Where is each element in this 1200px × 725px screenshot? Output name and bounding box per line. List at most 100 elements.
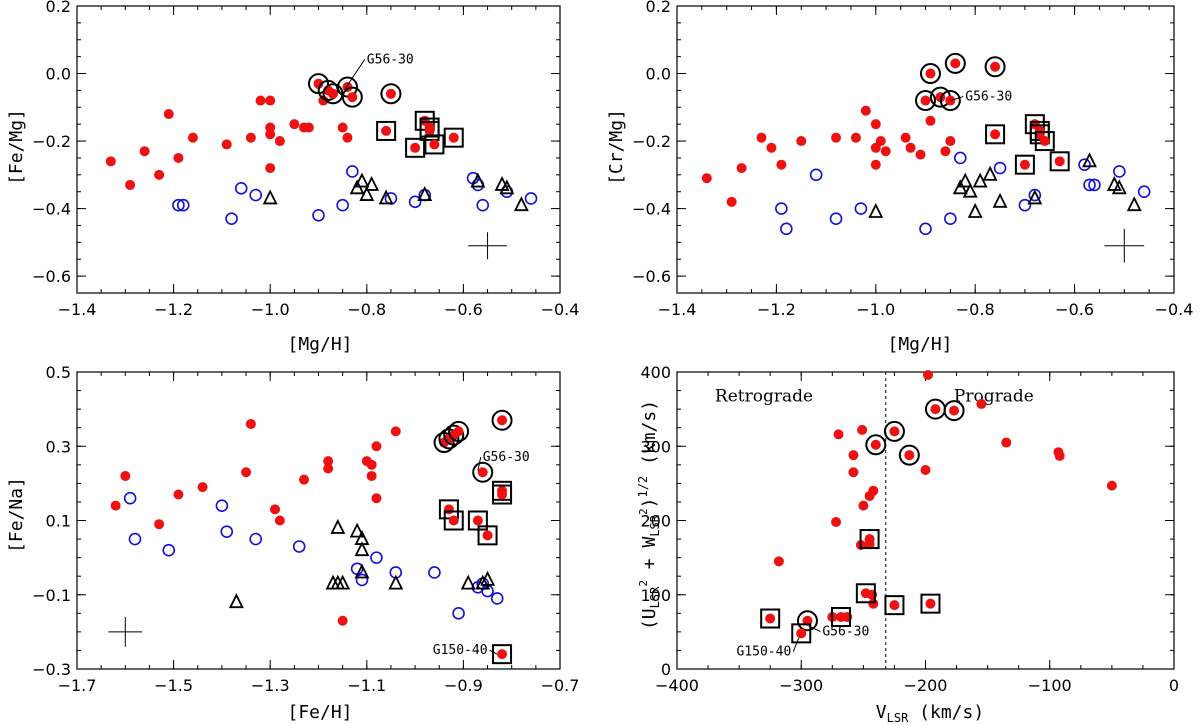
p3-red-point: [270, 504, 281, 515]
p3-ytick-label: 0.1: [46, 512, 71, 531]
p4-squared-point: [864, 534, 875, 545]
p3-squared-marker: [492, 484, 513, 505]
p1-squared-marker: [376, 120, 397, 141]
p1-ytick-label: −0.4: [32, 200, 71, 219]
p4-red-point: [976, 398, 987, 409]
p4-circled-marker: [883, 420, 905, 442]
p4-red-point: [868, 598, 879, 609]
p2-squared-point: [1019, 159, 1030, 170]
p2-red-point: [900, 132, 911, 143]
p2-ytick-label: 0.0: [646, 65, 671, 84]
p2-ytick-label: −0.6: [632, 267, 671, 286]
p2-red-point: [850, 132, 861, 143]
p2-blue-point: [944, 212, 957, 226]
p4-red-point: [1106, 480, 1117, 491]
p3-triangle-point: [335, 574, 351, 590]
p1-xtick-label: −1.0: [251, 300, 290, 319]
p3-red-point: [371, 493, 382, 504]
p1-circled-point: [342, 82, 353, 93]
p1-squared-marker: [405, 137, 426, 158]
p2-annotation-leader: [950, 96, 964, 102]
p1-red-point: [342, 132, 353, 143]
p1-squared-point: [448, 132, 459, 143]
p3-squared-marker: [443, 510, 464, 531]
p1-red-point: [221, 139, 232, 150]
p3-ylabel: [Fe/Na]: [6, 477, 27, 553]
p3-red-point: [197, 482, 208, 493]
p2-blue-point: [1018, 198, 1032, 212]
p4-squared-point: [860, 588, 871, 599]
p1-red-point: [337, 122, 348, 133]
p4-ytick-label: 400: [640, 363, 671, 382]
p3-triangle-point: [388, 574, 404, 590]
p3-blue-point: [123, 491, 137, 505]
p2-triangle-point: [967, 202, 983, 218]
p3-squared-point: [497, 489, 508, 500]
p4-red-point: [831, 516, 842, 527]
p3-triangle-point: [475, 574, 491, 590]
p2-red-point: [925, 115, 936, 126]
p2-blue-point: [953, 151, 967, 165]
p4-region-label: Prograde: [954, 387, 1034, 407]
p2-blue-point: [809, 168, 823, 182]
p1-circled-point: [327, 88, 338, 99]
p4-red-point: [858, 500, 869, 511]
p3-red-point: [299, 474, 310, 485]
p1-annotation-leader: [344, 59, 366, 90]
p3-squared-point: [448, 515, 459, 526]
p3-annotation-label: G150-40: [433, 643, 488, 658]
p1-blue-point: [225, 212, 238, 226]
p4-ytick-label: 300: [640, 437, 671, 456]
p3-annotation-label: G56-30: [483, 450, 530, 465]
p1-red-point: [154, 169, 165, 180]
p1-ytick-label: 0.0: [46, 65, 71, 84]
p2-circled-marker: [915, 90, 936, 112]
p3-ytick-label: 0.3: [46, 437, 71, 456]
p3-squared-marker: [492, 644, 513, 665]
p3-blue-point: [370, 551, 383, 564]
p1-blue-point: [172, 198, 185, 212]
p3-circled-marker: [472, 461, 494, 483]
p1-squared-marker: [419, 120, 440, 141]
p4-red-point: [857, 424, 868, 435]
p4-circled-marker: [898, 444, 920, 466]
p2-squared-marker: [985, 124, 1006, 145]
p2-blue-point: [919, 222, 932, 236]
p2-red-point: [726, 196, 737, 207]
p3-red-point: [241, 467, 252, 478]
p1-red-point: [125, 179, 136, 190]
panel-fe-mg-vs-mg-h: −1.4 −1.2 −1.0 −0.8 −0.6 −0.4 −0.6 −0.4 −0.2 0.0 0…: [32, 0, 579, 319]
p2-red-point: [870, 119, 881, 130]
p1-red-point: [255, 95, 266, 106]
p4-circled-marker: [796, 610, 818, 632]
p2-blue-point: [1083, 178, 1096, 192]
p2-red-point: [880, 146, 891, 157]
p1-red-point: [265, 163, 276, 174]
panel-cr-mg-vs-mg-h: −1.4 −1.2 −1.0 −0.8 −0.6 −0.4 −0.6 −0.4 −0.2 0.0 0…: [632, 0, 1193, 319]
p1-red-point: [245, 132, 256, 143]
p3-circled-marker: [443, 424, 465, 446]
p2-ytick-label: −0.2: [632, 132, 671, 151]
p4-annotation-label: G56-30: [822, 625, 869, 640]
p4-annotation-leader: [808, 625, 821, 633]
p4-squared-point: [836, 612, 847, 623]
p2-red-point: [766, 142, 777, 153]
p2-ytick-label: −0.4: [632, 200, 671, 219]
p2-red-point: [875, 136, 886, 147]
p1-red-point: [139, 146, 150, 157]
p3-red-point: [245, 418, 256, 429]
p3-blue-point: [292, 540, 306, 553]
p2-triangle-point: [1111, 179, 1127, 195]
p3-squared-point: [497, 649, 508, 660]
p2-red-point: [776, 159, 787, 170]
p4-circled-point: [870, 439, 881, 450]
p3-ytick-label: −0.1: [32, 586, 71, 605]
p4-circled-marker: [943, 400, 965, 422]
p3-xtick-label: −1.7: [58, 676, 97, 695]
p2-triangle-point: [1126, 196, 1142, 212]
p2-blue-point: [780, 222, 793, 236]
p1-xtick-label: −0.8: [347, 300, 386, 319]
p2-circled-marker: [919, 63, 941, 85]
p1-xlabel: [Mg/H]: [287, 334, 352, 355]
p2-circled-marker: [984, 56, 1006, 78]
